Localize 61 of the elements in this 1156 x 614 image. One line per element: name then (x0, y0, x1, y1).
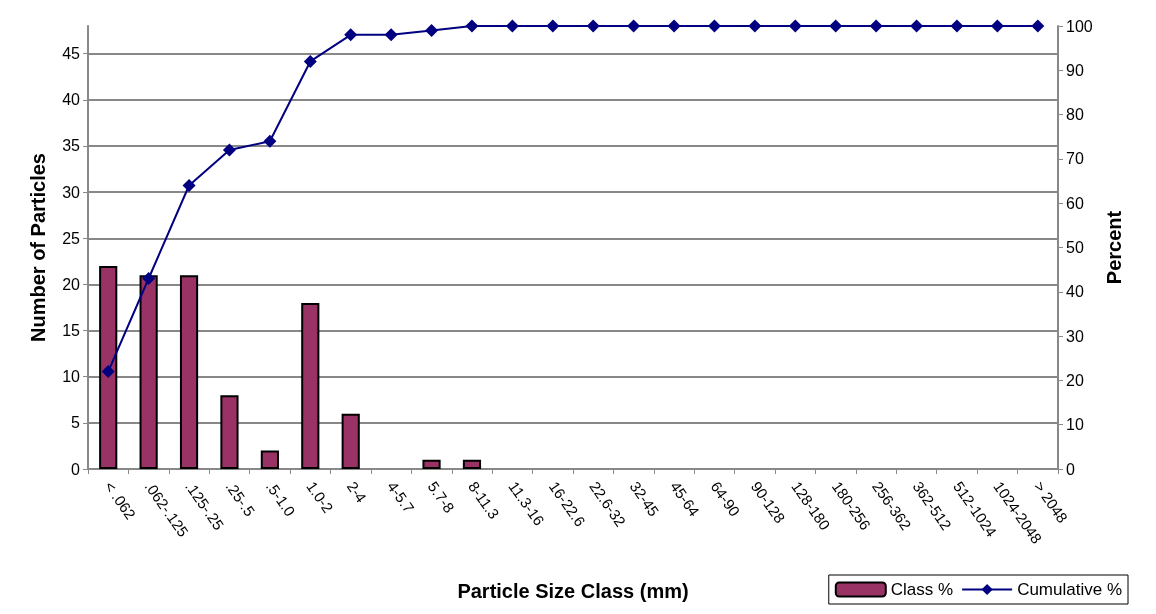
y-tick-label: 25 (62, 229, 81, 247)
y-tick-label: 35 (62, 137, 81, 155)
y2-tick-label: 30 (1066, 327, 1084, 345)
point (788, 19, 802, 33)
point (465, 19, 479, 33)
point (384, 28, 398, 42)
point (303, 54, 317, 68)
point (222, 143, 236, 157)
bar (220, 395, 239, 469)
bar (462, 459, 482, 469)
x-tick-label: 2-4 (343, 478, 371, 506)
point (707, 19, 721, 33)
bar (179, 275, 199, 469)
bar (260, 450, 279, 469)
point (667, 19, 681, 33)
point (869, 19, 883, 33)
bar (99, 265, 118, 469)
bar (139, 275, 158, 469)
point (1031, 19, 1045, 33)
point (990, 19, 1004, 33)
y2-axis-title: Percent (1102, 210, 1125, 285)
point (950, 19, 964, 33)
y-tick-label: 10 (62, 368, 81, 386)
y-tick-label: 45 (62, 45, 81, 63)
point (101, 365, 115, 379)
y2-tick-label: 0 (1066, 460, 1075, 478)
x-axis-title: Particle Size Class (mm) (457, 580, 689, 602)
y-tick-label: 15 (62, 322, 81, 340)
legend-label: Class % (890, 580, 954, 599)
point (748, 19, 762, 33)
y2-tick-label: 100 (1066, 17, 1093, 35)
point (505, 19, 519, 33)
y2-tick-label: 70 (1066, 150, 1084, 168)
point (344, 28, 358, 42)
y-tick-label: 5 (71, 414, 81, 432)
y2-tick-label: 60 (1066, 194, 1084, 212)
y-axis-title: Number of Particles (27, 153, 49, 342)
y-tick-label: 20 (62, 275, 81, 293)
point (142, 272, 156, 286)
y2-tick-label: 80 (1066, 106, 1084, 124)
bar (422, 459, 441, 469)
point (627, 19, 641, 33)
y-tick-label: 40 (62, 91, 81, 109)
y2-tick-label: 40 (1066, 283, 1084, 301)
point (829, 19, 843, 33)
y-tick-label: 0 (71, 460, 81, 478)
point (425, 23, 439, 37)
y-tick-label: 30 (62, 183, 81, 201)
point (586, 19, 600, 33)
bar (341, 413, 360, 469)
legend-label: Cumulative % (1017, 580, 1122, 599)
x-tick-label: < .062 (101, 478, 140, 523)
bar (301, 302, 320, 469)
y2-tick-label: 10 (1066, 416, 1084, 434)
point (263, 134, 277, 148)
point (182, 178, 196, 192)
point (546, 19, 560, 33)
y2-tick-label: 90 (1066, 61, 1084, 79)
y2-tick-label: 20 (1066, 371, 1084, 389)
point (910, 19, 924, 33)
y2-tick-label: 50 (1066, 239, 1084, 256)
